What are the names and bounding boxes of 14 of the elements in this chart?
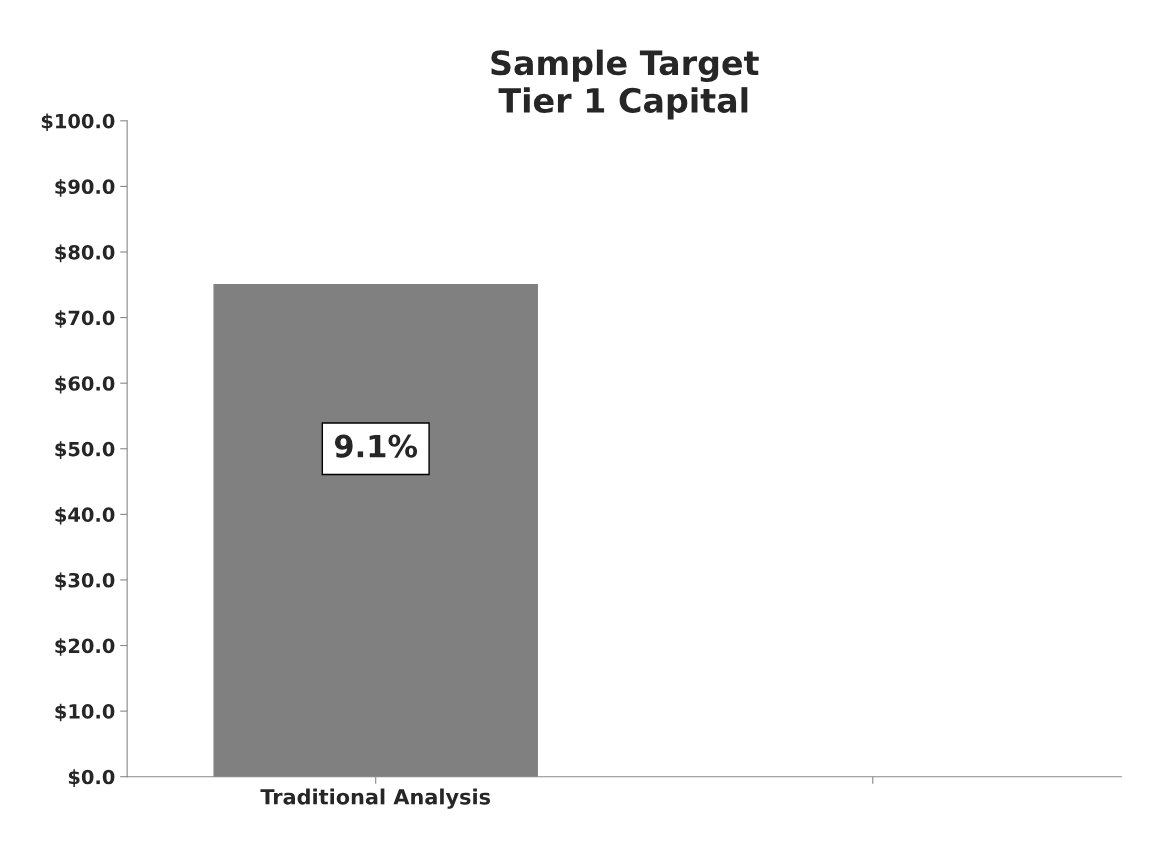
- y-tick-label: $30.0: [55, 572, 115, 591]
- y-tick-label: $70.0: [55, 310, 115, 328]
- y-tick-label: $50.0: [55, 441, 115, 460]
- x-tick-label: Traditional Analysis: [260, 788, 491, 809]
- annotation: 9.1%: [334, 434, 418, 458]
- y-tick-label: $10.0: [55, 703, 115, 722]
- chart-title: Sample Target Tier 1 Capital: [491, 49, 759, 120]
- y-tick-label: $60.0: [55, 375, 115, 394]
- y-tick-label: $80.0: [55, 244, 115, 263]
- y-tick-label: $0.0: [68, 769, 115, 787]
- y-tick-label: $20.0: [55, 638, 115, 656]
- y-tick-label: $90.0: [55, 179, 115, 197]
- y-tick-label: $100.0: [41, 113, 115, 132]
- y-tick-label: $40.0: [55, 506, 115, 525]
